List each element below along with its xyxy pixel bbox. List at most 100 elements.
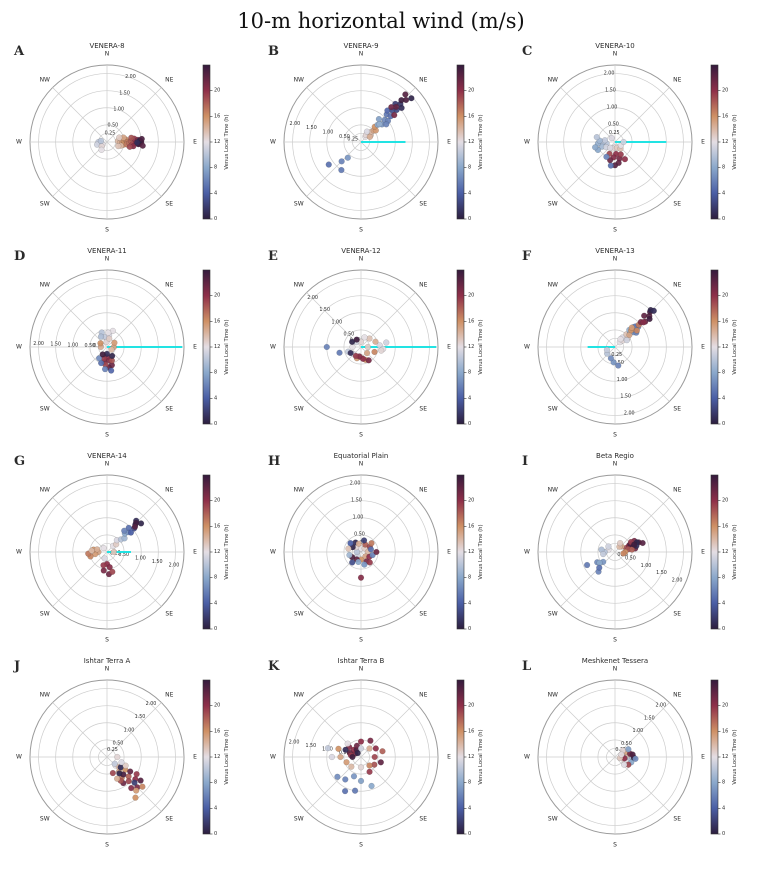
data-point bbox=[349, 343, 356, 351]
direction-labels: N NE E SE S SW W NW bbox=[16, 666, 197, 849]
colorbar-axis-label: Venus Local Time (h) bbox=[224, 524, 230, 579]
direction-label-W: W bbox=[16, 139, 22, 146]
direction-label-SE: SE bbox=[673, 816, 681, 823]
radial-tick-label: 0.50 bbox=[625, 556, 636, 562]
data-point bbox=[639, 539, 646, 547]
direction-label-S: S bbox=[359, 227, 363, 234]
data-point bbox=[607, 144, 614, 151]
data-point bbox=[620, 550, 627, 557]
colorbar-tick-label: 20 bbox=[468, 88, 474, 94]
direction-label-NW: NW bbox=[40, 486, 50, 493]
radial-tick-label: 0.50 bbox=[118, 552, 129, 558]
colorbar-tick-label: 0 bbox=[214, 831, 217, 837]
colorbar: 0 4 8 12 16 20 Venus Local Time (h) bbox=[710, 64, 738, 222]
data-point bbox=[601, 137, 608, 144]
colorbar-tick-label: 12 bbox=[722, 549, 728, 555]
data-point bbox=[336, 349, 343, 356]
colorbar-tick-label: 4 bbox=[468, 395, 471, 401]
panel-letter: I bbox=[522, 454, 528, 469]
radial-tick-label: 1.50 bbox=[620, 394, 631, 400]
scatter-points bbox=[345, 537, 380, 581]
direction-label-S: S bbox=[105, 842, 109, 849]
scatter-points bbox=[325, 91, 415, 174]
direction-label-N: N bbox=[613, 256, 618, 263]
radial-tick-label: 1.00 bbox=[113, 106, 124, 112]
scatter-points bbox=[324, 737, 386, 795]
panel-letter: H bbox=[268, 454, 280, 469]
colorbar-tick-label: 4 bbox=[722, 190, 725, 196]
colorbar-tick-label: 0 bbox=[468, 216, 471, 222]
direction-label-E: E bbox=[701, 549, 705, 556]
data-point bbox=[367, 546, 375, 553]
colorbar-axis-label: Venus Local Time (h) bbox=[732, 319, 738, 374]
data-point bbox=[125, 778, 132, 785]
colorbar-tick-label: 8 bbox=[468, 165, 471, 171]
data-point bbox=[99, 351, 106, 358]
radial-tick-label: 2.00 bbox=[604, 70, 615, 76]
direction-label-N: N bbox=[613, 51, 618, 58]
radial-tick-label: 0.50 bbox=[621, 741, 632, 747]
data-point bbox=[138, 135, 145, 143]
data-point bbox=[383, 121, 390, 128]
radial-tick-label: 0.25 bbox=[347, 136, 358, 142]
data-point bbox=[354, 749, 361, 757]
direction-label-NE: NE bbox=[165, 691, 173, 698]
data-point bbox=[357, 777, 365, 785]
data-point bbox=[111, 760, 118, 767]
colorbar: 0 4 8 12 16 20 Venus Local Time (h) bbox=[202, 679, 230, 837]
data-point bbox=[97, 333, 105, 340]
data-point bbox=[623, 337, 630, 344]
colorbar-axis-label: Venus Local Time (h) bbox=[732, 114, 738, 169]
colorbar-tick-label: 0 bbox=[722, 626, 725, 632]
data-point bbox=[134, 139, 141, 146]
radial-tick-label: 1.00 bbox=[641, 563, 652, 569]
data-point bbox=[109, 568, 116, 575]
data-point bbox=[127, 768, 134, 775]
panel-title: VENERA-9 bbox=[343, 42, 378, 50]
colorbar-tick-label: 8 bbox=[722, 370, 725, 376]
radial-tick-labels: 0.250.501.001.502.00 bbox=[350, 480, 366, 546]
colorbar-tick-label: 20 bbox=[468, 703, 474, 709]
data-point bbox=[361, 334, 368, 341]
data-point bbox=[105, 329, 112, 336]
data-point bbox=[93, 546, 101, 553]
data-point bbox=[365, 357, 372, 364]
panel-letter: J bbox=[13, 659, 20, 674]
data-point bbox=[335, 745, 342, 752]
radial-tick-label: 2.00 bbox=[307, 295, 318, 301]
direction-labels: N NE E SE S SW W NW bbox=[524, 256, 705, 439]
colorbar-tick-label: 12 bbox=[722, 139, 728, 145]
direction-labels: N NE E SE S SW W NW bbox=[524, 666, 705, 849]
radial-tick-label: 1.50 bbox=[656, 570, 667, 576]
panel-D: NNEESESSWWNW0.250.501.001.502.00DVENERA-… bbox=[0, 240, 254, 445]
data-point bbox=[357, 738, 365, 745]
colorbar-tick-label: 8 bbox=[214, 165, 217, 171]
radial-tick-label: 2.00 bbox=[672, 577, 683, 583]
data-point bbox=[121, 527, 128, 534]
panel-title: Beta Regio bbox=[596, 452, 634, 460]
colorbar-tick-label: 16 bbox=[722, 728, 728, 734]
direction-label-NE: NE bbox=[419, 691, 427, 698]
data-point bbox=[131, 523, 139, 530]
scatter-points bbox=[592, 134, 629, 169]
radial-tick-label: 2.00 bbox=[33, 341, 44, 347]
data-point bbox=[608, 134, 615, 142]
polar-plot-J: N NE E SE S SW W NW 0.250.50 1.00 1.50 2.00 J Ishtar … bbox=[13, 657, 230, 849]
data-point bbox=[116, 134, 123, 141]
data-point bbox=[366, 762, 373, 769]
direction-label-NE: NE bbox=[165, 486, 173, 493]
direction-label-W: W bbox=[16, 344, 22, 351]
direction-label-SW: SW bbox=[40, 406, 50, 413]
direction-label-SW: SW bbox=[548, 611, 558, 618]
colorbar-tick-label: 8 bbox=[214, 780, 217, 786]
radial-tick-label: 2.00 bbox=[169, 563, 180, 569]
direction-label-W: W bbox=[524, 344, 530, 351]
direction-label-NE: NE bbox=[419, 76, 427, 83]
radial-tick-label: 2.00 bbox=[350, 480, 361, 486]
data-point bbox=[603, 346, 611, 354]
direction-label-S: S bbox=[613, 637, 617, 644]
data-point bbox=[632, 755, 639, 762]
direction-label-E: E bbox=[701, 754, 705, 761]
scatter-points bbox=[85, 517, 145, 578]
